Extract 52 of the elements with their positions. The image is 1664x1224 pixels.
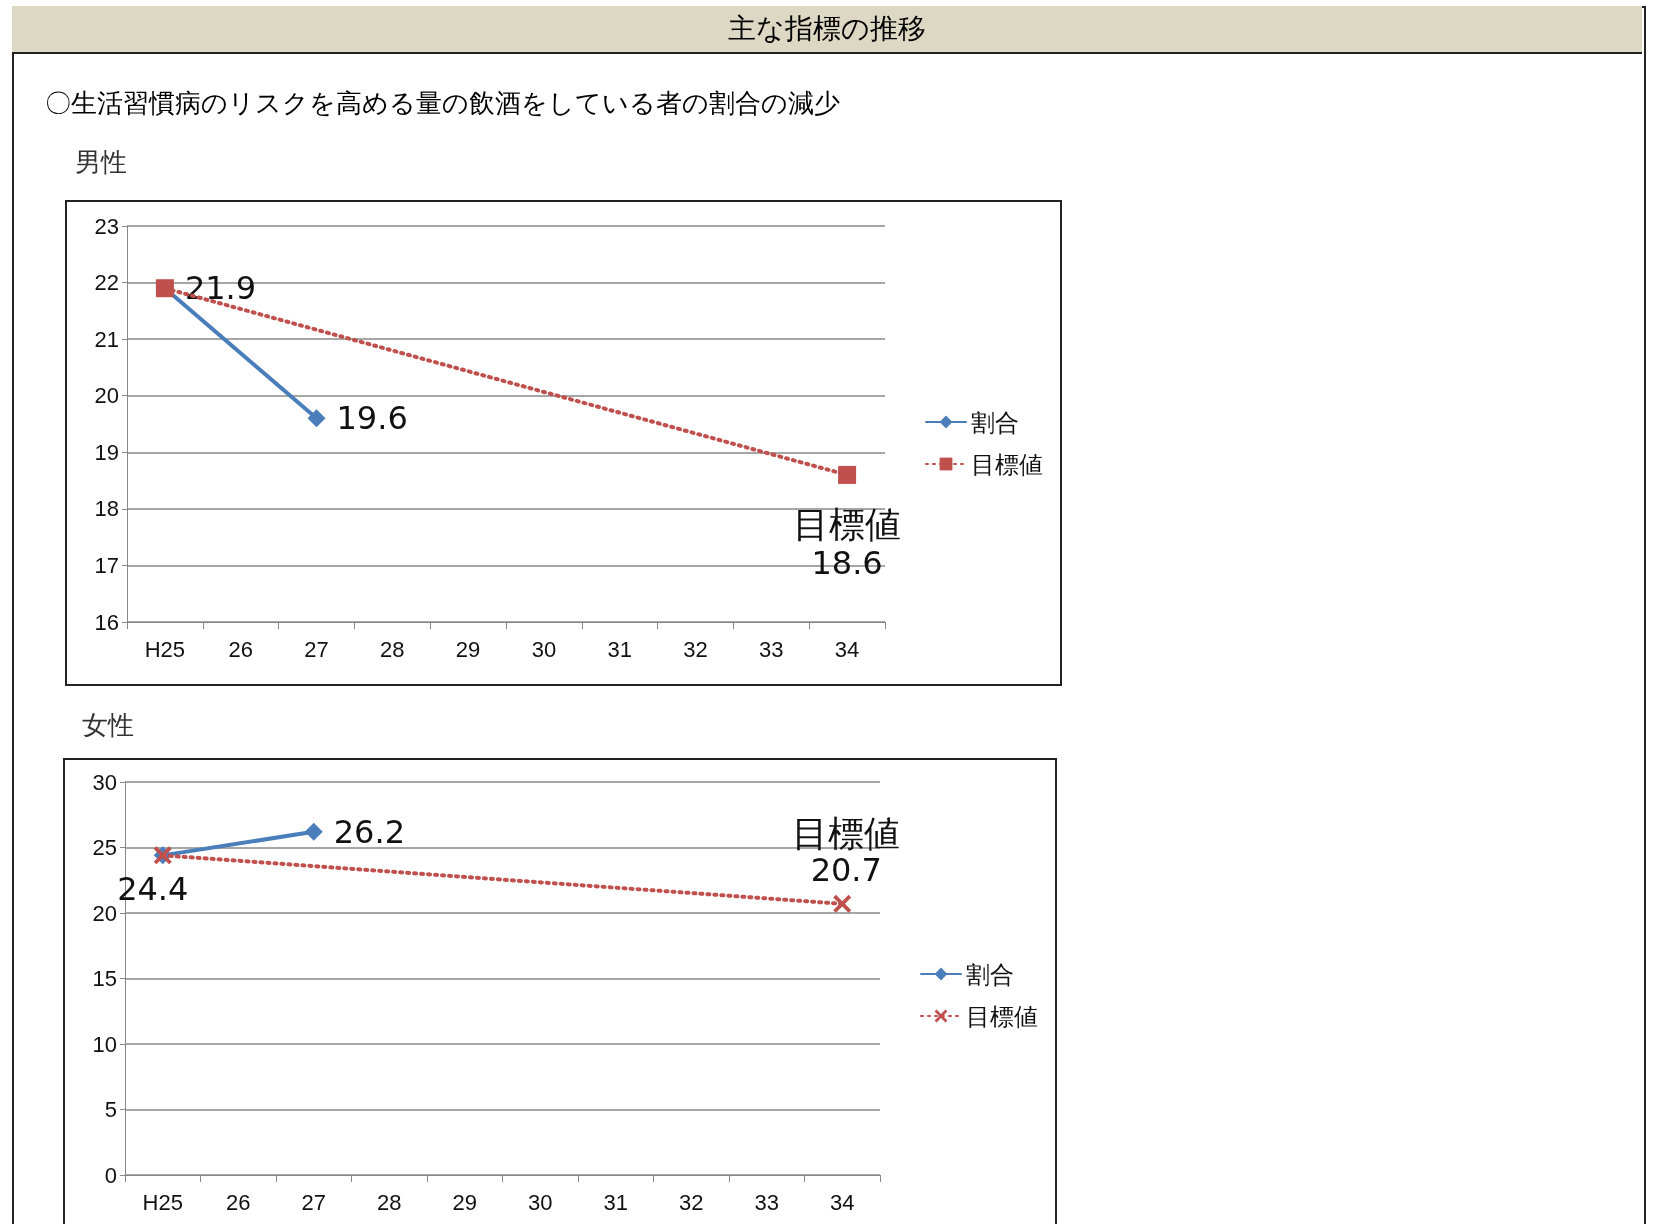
data-label: 24.4 [117,870,189,909]
x-tick-label: 27 [304,636,329,662]
x-tick-label: 32 [683,636,708,662]
x-tick-label: 29 [452,1189,477,1215]
y-tick-label: 19 [94,439,119,465]
annotation: 目標値 [793,504,902,546]
x-tick-label: 31 [607,636,632,662]
point [838,465,857,484]
text: 〇生活習慣病のリスクを高める量の飲酒をしている者の割合の減少 [45,87,840,120]
chart-title: 女性 [82,709,134,742]
x-tick-label: 29 [455,636,481,662]
legend-label: 目標値 [971,450,1043,478]
x-tick-label: 30 [528,1189,553,1215]
x-tick-label: 28 [380,636,405,662]
y-tick-label: 0 [104,1162,117,1188]
y-tick-label: 15 [92,966,117,991]
x-tick-label: H25 [142,1189,183,1215]
chart-title: 男性 [75,146,127,179]
legend-label: 割合 [966,960,1014,988]
y-tick-label: 16 [94,609,119,635]
x-tick-label: 28 [377,1189,402,1215]
x-tick-label: 34 [830,1189,855,1215]
y-tick-label: 21 [94,326,119,352]
data-label: 18.6 [811,543,883,582]
text: 主な指標の推移 [12,6,1642,54]
y-tick-label: 20 [92,900,117,926]
y-tick-label: 17 [94,552,119,578]
y-tick-label: 30 [92,769,117,795]
data-label: 19.6 [336,399,408,438]
x-tick-label: 33 [759,636,784,662]
data-label: 26.2 [333,812,405,851]
x-tick-label: 32 [679,1189,704,1215]
x-tick-label: 34 [834,636,860,662]
point [304,822,323,841]
y-tick-label: 5 [104,1097,117,1122]
y-tick-label: 23 [94,213,119,239]
y-tick-label: 20 [94,383,119,409]
x-tick-label: 33 [754,1189,779,1215]
x-tick-label: 30 [531,636,557,662]
x-tick-label: 27 [301,1189,326,1215]
y-tick-label: 18 [94,496,119,522]
y-tick-label: 10 [92,1031,117,1057]
point [833,894,852,913]
legend-label: 目標値 [966,1002,1038,1030]
x-tick-label: H25 [144,636,186,662]
x-tick-label: 31 [603,1189,628,1215]
point [307,409,326,428]
legend-label: 割合 [971,408,1019,436]
y-tick-label: 25 [92,835,117,860]
x-tick-label: 26 [226,1189,251,1215]
x-tick-label: 26 [228,636,253,662]
y-tick-label: 22 [94,270,119,296]
